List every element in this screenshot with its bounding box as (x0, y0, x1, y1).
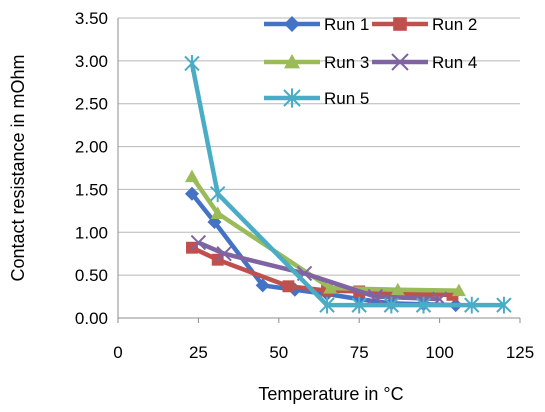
plot-area (184, 55, 512, 314)
data-point (255, 278, 270, 293)
legend-item: Run 5 (264, 88, 369, 108)
x-tick-label: 25 (189, 343, 208, 362)
legend-label: Run 2 (432, 15, 477, 34)
data-point (401, 288, 414, 300)
x-tick-label: 0 (113, 343, 122, 362)
data-point (184, 55, 200, 72)
legend-label: Run 3 (324, 53, 369, 72)
x-axis-title: Temperature in °C (258, 384, 403, 404)
legend-item: Run 2 (372, 15, 477, 34)
data-point (496, 296, 512, 314)
data-point (446, 288, 459, 301)
x-tick-label: 50 (269, 343, 288, 362)
legend-label: Run 4 (432, 53, 477, 72)
y-tick-label: 0.00 (75, 309, 108, 328)
data-point (284, 16, 300, 32)
x-tick-label: 75 (350, 343, 369, 362)
data-point (393, 17, 407, 31)
legend-item: Run 4 (372, 53, 477, 72)
data-point (210, 206, 225, 220)
data-point (190, 234, 207, 251)
y-tick-label: 2.00 (75, 138, 108, 157)
y-tick-label: 2.50 (75, 95, 108, 114)
data-point (216, 246, 232, 262)
data-point (282, 280, 295, 293)
data-point (383, 296, 400, 314)
y-tick-label: 3.00 (75, 52, 108, 71)
data-point (319, 296, 335, 314)
data-point (390, 282, 405, 296)
data-point (367, 288, 383, 305)
series-line (190, 175, 459, 293)
y-axis-title: Contact resistance in mOhm (8, 54, 28, 281)
data-point (284, 54, 300, 69)
legend-item: Run 1 (264, 15, 369, 34)
y-tick-label: 3.50 (75, 9, 108, 28)
y-tick-label: 1.50 (75, 180, 108, 199)
series-line (189, 62, 504, 308)
data-point (323, 281, 338, 294)
data-point (391, 53, 409, 71)
legend-label: Run 5 (324, 89, 369, 108)
series-3 (184, 169, 466, 297)
data-point (351, 296, 367, 314)
y-tick-label: 0.50 (75, 266, 108, 285)
data-point (415, 296, 432, 314)
data-point (283, 88, 301, 108)
x-tick-label: 125 (506, 343, 534, 362)
axes: 0.00 0.50 1.00 1.50 2.00 2.50 3.00 3.50 0 25 50 75 1… (75, 9, 534, 362)
legend: Run 1 Run 2 Run 3 Run 4 Run 5 (264, 15, 477, 108)
y-tick-label: 1.00 (75, 223, 108, 242)
data-point (209, 185, 226, 203)
data-point (464, 296, 480, 314)
data-point (184, 169, 199, 183)
data-point (451, 283, 466, 297)
x-tick-label: 100 (425, 343, 453, 362)
data-point (184, 186, 199, 201)
legend-label: Run 1 (324, 15, 369, 34)
legend-item: Run 3 (264, 53, 369, 72)
series-5 (184, 55, 512, 314)
